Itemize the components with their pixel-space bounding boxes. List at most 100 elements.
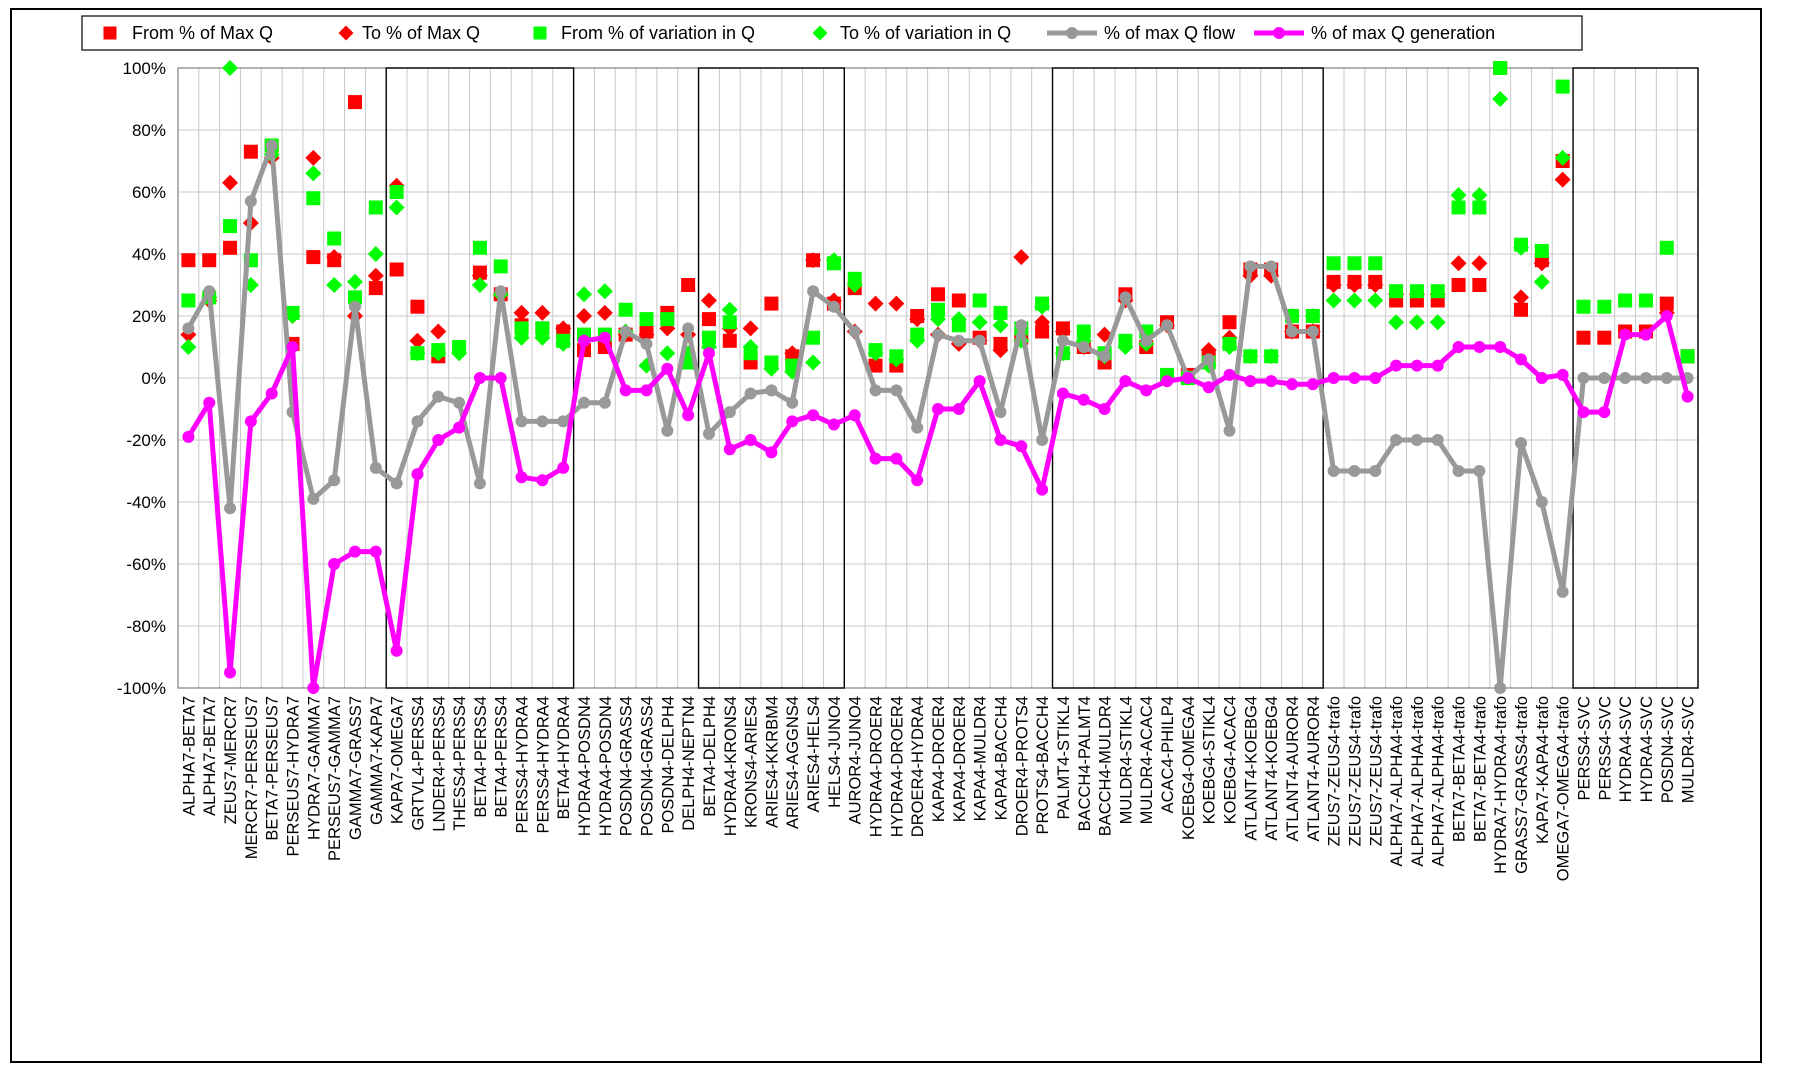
group-box bbox=[385, 67, 575, 689]
data-point bbox=[1555, 79, 1570, 94]
data-point bbox=[244, 195, 257, 208]
data-point bbox=[472, 240, 487, 255]
series-5 bbox=[182, 139, 1694, 694]
data-point bbox=[1598, 406, 1611, 419]
data-point bbox=[1533, 273, 1550, 290]
x-tick-label: GAMMA7-GRASS7 bbox=[347, 696, 365, 840]
x-tick-label: HYDRA4-POSDN4 bbox=[597, 696, 615, 836]
data-point bbox=[682, 409, 695, 422]
data-point bbox=[473, 477, 486, 490]
data-point bbox=[1597, 330, 1612, 345]
data-point bbox=[367, 246, 384, 262]
data-point bbox=[369, 545, 382, 558]
data-point bbox=[869, 452, 882, 465]
data-point bbox=[931, 302, 945, 317]
data-point bbox=[1515, 353, 1528, 366]
x-tick-label: BETA7-BETA4-trafo bbox=[1471, 696, 1489, 842]
data-point bbox=[1554, 149, 1571, 166]
x-tick-label: MULDR4-SVC bbox=[1680, 696, 1698, 803]
data-point bbox=[909, 332, 926, 349]
data-point bbox=[1369, 372, 1382, 384]
data-point bbox=[305, 165, 322, 182]
data-point bbox=[536, 474, 549, 487]
data-point bbox=[305, 149, 322, 166]
legend-entry: To % of variation in Q bbox=[812, 23, 1011, 43]
data-point bbox=[182, 430, 195, 443]
data-point bbox=[430, 345, 447, 362]
data-point bbox=[992, 342, 1009, 359]
data-point bbox=[1306, 325, 1319, 338]
x-tick-label: PERSS4-SVC bbox=[1596, 696, 1614, 801]
y-tick-label: -20% bbox=[126, 431, 166, 450]
data-point bbox=[1494, 682, 1507, 694]
x-tick-label: ATLANT4-AUROR4 bbox=[1305, 696, 1323, 841]
x-tick-label: ALPHA7-ALPHA4-trafo bbox=[1388, 696, 1406, 867]
legend-marker bbox=[533, 26, 547, 40]
data-point bbox=[224, 666, 237, 679]
data-point bbox=[682, 322, 695, 335]
x-tick-label: GAMMA7-KAPA7 bbox=[368, 696, 386, 825]
data-point bbox=[1119, 291, 1132, 304]
data-point bbox=[1534, 243, 1549, 258]
legend-entry: From % of Max Q bbox=[103, 23, 273, 43]
data-point bbox=[182, 322, 195, 335]
x-tick-label: PERSS4-HYDRA4 bbox=[514, 696, 532, 834]
data-point bbox=[1450, 187, 1467, 204]
x-tick-label: PALMT4-STIKL4 bbox=[1055, 696, 1073, 819]
data-point bbox=[515, 415, 528, 428]
data-point bbox=[952, 403, 965, 415]
data-point bbox=[1451, 200, 1466, 215]
data-point bbox=[265, 387, 278, 400]
data-point bbox=[368, 281, 383, 296]
data-point bbox=[389, 262, 404, 277]
data-point bbox=[1036, 434, 1049, 446]
data-point bbox=[536, 415, 549, 428]
x-tick-label: KOEBG4-STIKL4 bbox=[1201, 696, 1219, 824]
data-point bbox=[1242, 348, 1259, 365]
data-point bbox=[1451, 278, 1466, 292]
x-tick-label: MULDR4-STIKL4 bbox=[1117, 696, 1135, 824]
x-tick-label: BACCH4-MULDR4 bbox=[1097, 696, 1115, 836]
data-point bbox=[409, 332, 426, 349]
data-point bbox=[453, 421, 466, 434]
data-point bbox=[576, 308, 593, 324]
data-point bbox=[576, 286, 593, 303]
data-point bbox=[681, 278, 696, 292]
legend-entry: % of max Q flow bbox=[1047, 23, 1236, 43]
x-tick-label: MERCR7-PERSEUS7 bbox=[243, 696, 261, 859]
data-point bbox=[1015, 440, 1028, 453]
data-point bbox=[1473, 465, 1486, 477]
x-tick-label: POSDN4-DELPH4 bbox=[659, 696, 677, 834]
x-tick-label: KAPA4-MULDR4 bbox=[972, 696, 990, 821]
data-point bbox=[723, 443, 736, 456]
data-point bbox=[202, 253, 217, 268]
x-tick-label: BACCH4-PALMT4 bbox=[1076, 696, 1094, 831]
data-point bbox=[1471, 187, 1488, 204]
data-point bbox=[700, 292, 717, 309]
data-point bbox=[513, 329, 530, 346]
data-point bbox=[181, 253, 196, 268]
legend-marker bbox=[103, 26, 117, 40]
data-point bbox=[867, 345, 884, 362]
x-tick-label: BETA7-PERSEUS7 bbox=[264, 696, 282, 841]
data-point bbox=[659, 345, 676, 362]
data-point bbox=[1535, 496, 1548, 508]
data-point bbox=[1098, 350, 1111, 363]
data-point bbox=[347, 95, 362, 110]
data-point bbox=[347, 290, 362, 305]
data-point bbox=[1265, 260, 1278, 273]
data-point bbox=[1431, 434, 1444, 446]
data-point bbox=[555, 320, 572, 337]
data-point bbox=[1431, 359, 1444, 372]
data-point bbox=[1514, 302, 1529, 317]
data-point bbox=[869, 384, 882, 397]
data-point bbox=[222, 60, 239, 76]
data-point bbox=[890, 384, 903, 397]
data-point bbox=[1639, 328, 1652, 341]
data-point bbox=[930, 311, 946, 328]
legend-label: % of max Q flow bbox=[1104, 23, 1236, 43]
data-point bbox=[473, 372, 486, 384]
data-point bbox=[1367, 277, 1384, 293]
data-point bbox=[1325, 292, 1342, 309]
data-point bbox=[888, 295, 905, 312]
